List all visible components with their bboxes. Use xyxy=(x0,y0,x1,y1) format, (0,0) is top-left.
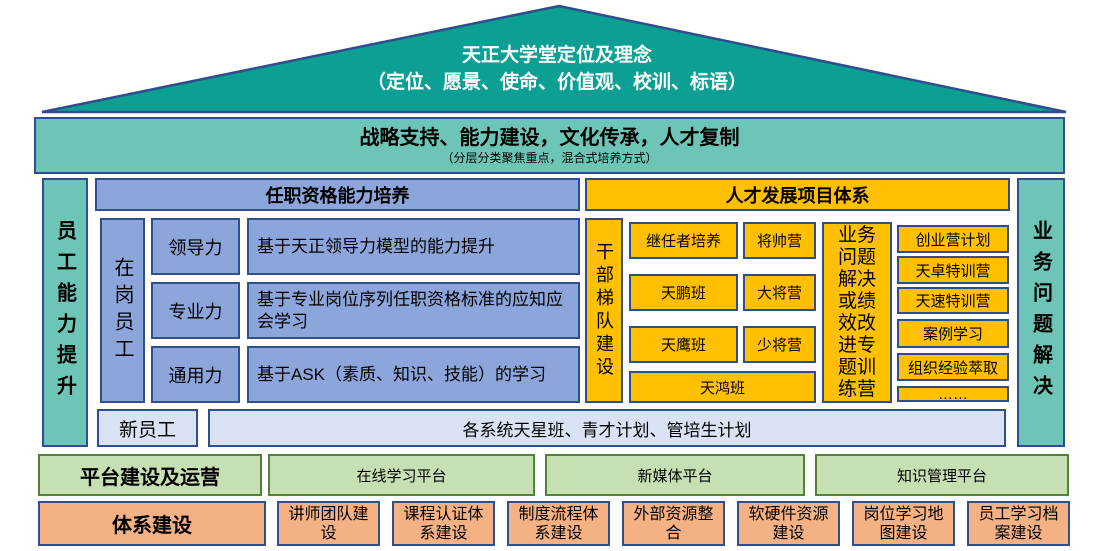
roof-title-block: 天正大学堂定位及理念 （定位、愿景、使命、价值观、校训、标语） xyxy=(0,42,1114,96)
talent-extra-ellipsis: …… xyxy=(897,386,1009,403)
platform-header: 平台建设及运营 xyxy=(38,454,262,496)
system-item-process: 制度流程体系建设 xyxy=(507,501,610,546)
onjob-employee-box: 在岗员工 xyxy=(100,218,145,403)
talent-extra-tiansu-camp: 天速特训营 xyxy=(897,287,1009,314)
talent-header: 人才发展项目体系 xyxy=(585,178,1010,211)
system-item-external-resources: 外部资源整合 xyxy=(622,501,725,546)
roof-triangle xyxy=(41,4,1067,114)
platform-item-elearning: 在线学习平台 xyxy=(268,454,535,496)
qualification-header: 任职资格能力培养 xyxy=(95,178,580,211)
platform-item-newmedia: 新媒体平台 xyxy=(545,454,805,496)
left-capability-bar-label: 员工能力提升 xyxy=(53,219,76,406)
roof-title: 天正大学堂定位及理念 xyxy=(461,45,652,66)
banner-title: 战略支持、能力建设，文化传承，人才复制 xyxy=(359,127,740,149)
strategy-banner: 战略支持、能力建设，文化传承，人才复制 （分层分类聚焦重点，混合式培养方式） xyxy=(34,117,1065,174)
talent-extra-tianzhuo-camp: 天卓特训营 xyxy=(897,256,1009,284)
cadre-ladder-label: 干部梯队建设 xyxy=(594,241,614,380)
talent-grid-cell-jiangshuai: 将帅营 xyxy=(743,222,816,259)
biz-problem-camp-box: 业务问题解决或绩效改进专题训练营 xyxy=(822,222,892,403)
system-item-learning-map: 岗位学习地图建设 xyxy=(852,501,955,546)
onjob-employee-label: 在岗员工 xyxy=(111,256,133,365)
talent-extra-case-study: 案例学习 xyxy=(897,319,1009,348)
system-item-course-cert: 课程认证体系建设 xyxy=(392,501,495,546)
right-business-bar-label: 业务问题解决 xyxy=(1029,219,1052,406)
new-employee-box: 新员工 xyxy=(97,409,198,447)
system-header: 体系建设 xyxy=(38,501,266,546)
competency-desc-general: 基于ASK（素质、知识、技能）的学习 xyxy=(247,346,580,403)
right-business-bar: 业务问题解决 xyxy=(1017,178,1065,447)
talent-extra-startup-camp: 创业营计划 xyxy=(897,225,1009,253)
competency-label-general: 通用力 xyxy=(151,346,240,403)
system-item-learning-archive: 员工学习档案建设 xyxy=(967,501,1070,546)
competency-label-professional: 专业力 xyxy=(151,282,240,339)
competency-desc-leadership: 基于天正领导力模型的能力提升 xyxy=(247,218,580,275)
left-capability-bar: 员工能力提升 xyxy=(42,178,88,447)
cadre-ladder-box: 干部梯队建设 xyxy=(585,218,623,403)
talent-grid-cell-tianhong: 天鸿班 xyxy=(629,371,816,403)
talent-grid-cell-dajiang: 大将营 xyxy=(743,274,816,311)
competency-label-leadership: 领导力 xyxy=(151,218,240,275)
system-item-hardware-software: 软硬件资源建设 xyxy=(737,501,840,546)
platform-item-knowledge: 知识管理平台 xyxy=(815,454,1069,496)
talent-extra-knowledge-extraction: 组织经验萃取 xyxy=(897,353,1009,381)
talent-grid-cell-tianying: 天鹰班 xyxy=(629,326,738,363)
talent-grid-cell-shaojiang: 少将营 xyxy=(743,326,816,363)
competency-desc-professional: 基于专业岗位序列任职资格标准的应知应会学习 xyxy=(247,282,580,339)
new-employee-programs-box: 各系统天星班、青才计划、管培生计划 xyxy=(208,409,1006,447)
roof-subtitle: （定位、愿景、使命、价值观、校训、标语） xyxy=(366,72,747,93)
talent-grid-cell-tianpeng: 天鹏班 xyxy=(629,274,738,311)
banner-subtitle: （分层分类聚焦重点，混合式培养方式） xyxy=(441,151,658,165)
talent-grid-cell-successor: 继任者培养 xyxy=(629,222,738,259)
system-item-trainer-team: 讲师团队建设 xyxy=(277,501,380,546)
